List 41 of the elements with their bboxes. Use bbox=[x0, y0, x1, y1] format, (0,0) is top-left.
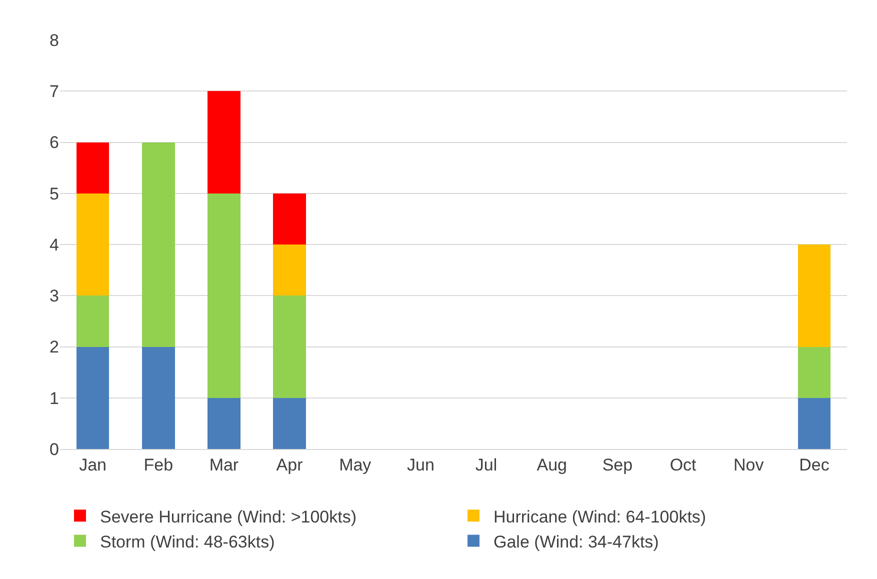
y-tick-label: 8 bbox=[50, 30, 59, 50]
x-tick-label: Sep bbox=[602, 455, 633, 474]
bar bbox=[76, 142, 110, 194]
bar bbox=[208, 398, 240, 449]
bar bbox=[273, 398, 306, 449]
bar bbox=[798, 398, 831, 449]
bar bbox=[208, 91, 240, 194]
legend-label: Storm (Wind: 48-63kts) bbox=[100, 532, 275, 552]
x-tick-label: Aug bbox=[536, 455, 568, 474]
y-tick-label: 3 bbox=[50, 286, 59, 306]
x-tick-label: Mar bbox=[209, 455, 239, 474]
bar bbox=[76, 346, 110, 449]
bar bbox=[142, 346, 175, 449]
legend-label: Severe Hurricane (Wind: >100kts) bbox=[100, 507, 357, 526]
legend-label: Gale (Wind: 34-47kts) bbox=[494, 532, 659, 552]
x-tick-label: Nov bbox=[734, 455, 764, 474]
y-tick-label: 7 bbox=[50, 82, 59, 102]
x-tick-label: Oct bbox=[670, 455, 697, 474]
x-tick-label: Jun bbox=[407, 455, 434, 474]
y-tick-label: 5 bbox=[50, 184, 59, 204]
bar bbox=[76, 193, 110, 296]
x-tick-label: Jul bbox=[475, 455, 498, 474]
bar bbox=[273, 244, 306, 296]
y-tick-label: 1 bbox=[50, 388, 59, 408]
bar bbox=[142, 142, 175, 347]
bar bbox=[273, 193, 306, 244]
legend-label: Hurricane (Wind: 64-100kts) bbox=[494, 507, 706, 526]
x-tick-label: Apr bbox=[276, 455, 304, 474]
y-tick-label: 0 bbox=[50, 440, 59, 459]
y-tick-label: 6 bbox=[50, 133, 59, 152]
bar bbox=[273, 296, 306, 398]
x-tick-label: Dec bbox=[799, 455, 830, 474]
bar bbox=[76, 296, 110, 347]
y-tick-label: 2 bbox=[50, 338, 59, 357]
bar bbox=[798, 346, 831, 398]
bar bbox=[798, 244, 831, 347]
x-tick-label: Feb bbox=[144, 455, 174, 474]
y-tick-label: 4 bbox=[50, 235, 59, 254]
x-tick-label: Jan bbox=[79, 455, 106, 474]
bar bbox=[208, 193, 240, 398]
x-tick-label: May bbox=[339, 455, 372, 474]
